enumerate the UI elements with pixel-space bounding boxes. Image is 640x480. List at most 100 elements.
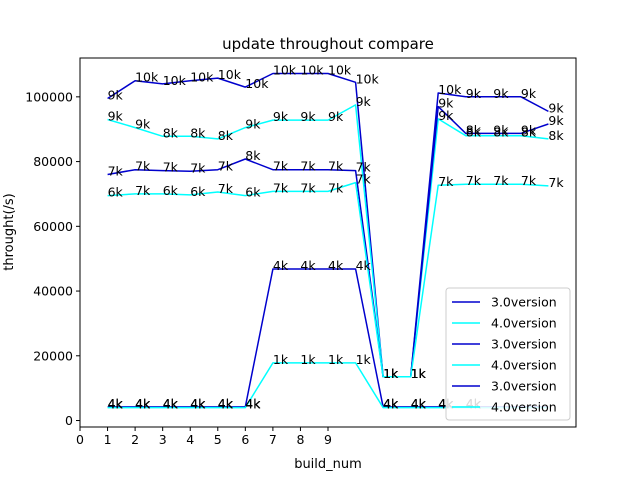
data-label: 7k [521,173,537,188]
data-label: 8k [163,125,179,140]
data-label: 4k [135,396,151,411]
data-label: 9k [548,100,564,115]
data-label: 7k [493,173,509,188]
data-label: 4k [383,397,399,412]
data-label: 9k [273,109,289,124]
data-label: 4k [245,397,261,412]
data-label: 1k [411,366,427,381]
data-label: 10k [300,63,324,78]
series-line-4 [107,181,549,378]
data-label: 6k [163,183,179,198]
data-label: 4k [356,258,372,273]
x-tick-label: 2 [131,432,139,447]
data-label: 1k [411,366,427,381]
data-label: 1k [300,352,316,367]
data-label: 7k [135,159,151,174]
x-tick-label: 1 [104,432,112,447]
x-axis-label: build_num [294,457,362,472]
data-label: 7k [466,173,482,188]
data-label: 9k [466,86,482,101]
data-label: 8k [218,128,234,143]
data-label: 7k [548,175,564,190]
chart-title: update throughout compare [222,35,434,53]
legend-box [445,287,571,421]
data-label: 4k [328,258,344,273]
x-tick-label: 7 [269,432,277,447]
data-label: 6k [190,184,206,199]
legend-entry: 3.0version [491,379,557,394]
data-label: 8k [245,148,261,163]
data-label: 7k [356,160,372,175]
data-label: 4k [411,396,427,411]
data-label: 8k [548,128,564,143]
data-label: 10k [356,71,380,86]
data-label: 1k [411,366,427,381]
data-label: 9k [521,86,537,101]
data-label: 1k [328,352,344,367]
x-tick-label: 8 [296,432,304,447]
y-axis-label: throught(/s) [2,193,17,270]
data-label: 9k [108,88,124,103]
data-label: 1k [356,352,372,367]
legend-entry: 4.0version [491,316,557,331]
x-tick-label: 9 [324,432,332,447]
y-tick-label: 80000 [33,154,73,169]
data-label: 6k [108,185,124,200]
x-tick-label: 6 [241,432,249,447]
data-label: 7k [300,180,316,195]
data-label: 7k [190,160,206,175]
data-label: 7k [273,180,289,195]
data-label: 7k [163,160,179,175]
data-label: 6k [245,185,261,200]
data-label: 8k [521,125,537,140]
data-label: 8k [493,125,509,140]
data-label: 7k [273,159,289,174]
x-tick-label: 5 [214,432,222,447]
x-tick-label: 4 [186,432,194,447]
data-label: 7k [218,181,234,196]
series-line-2 [107,104,549,378]
data-label: 1k [383,366,399,381]
data-label: 9k [108,109,124,124]
data-label: 10k [328,63,352,78]
data-label: 4k [190,397,206,412]
data-label: 7k [135,183,151,198]
data-label: 10k [245,76,269,91]
data-label: 9k [493,122,509,137]
data-label: 4k [383,396,399,411]
y-tick-label: 20000 [33,348,73,363]
x-tick-label: 0 [76,432,84,447]
data-label: 9k [135,117,151,132]
data-label: 1k [383,366,399,381]
data-label: 4k [218,397,234,412]
data-label: 4k [190,396,206,411]
data-label: 4k [245,396,261,411]
data-label: 4k [218,396,234,411]
legend-entry: 3.0version [491,295,557,310]
data-label: 9k [245,117,261,132]
data-label: 4k [163,396,179,411]
data-label: 9k [328,109,344,124]
data-label: 8k [466,122,482,137]
data-label: 7k [438,174,454,189]
data-label: 4k [108,397,124,412]
data-label: 10k [218,67,242,82]
x-tick-label: 3 [159,432,167,447]
data-label: 4k [135,397,151,412]
y-tick-label: 40000 [33,284,73,299]
data-label: 4k [411,397,427,412]
data-label: 10k [190,70,214,85]
data-label: 9k [521,122,537,137]
data-label: 8k [190,125,206,140]
data-label: 9k [438,108,454,123]
data-label: 7k [356,172,372,187]
data-label: 10k [438,82,462,97]
data-label: 7k [328,159,344,174]
data-label: 7k [328,180,344,195]
legend: 3.0version 4.0version 3.0version 4.0version… [445,287,571,421]
legend-entry: 4.0version [491,358,557,373]
y-tick-label: 0 [65,413,73,428]
data-label: 10k [135,70,159,85]
